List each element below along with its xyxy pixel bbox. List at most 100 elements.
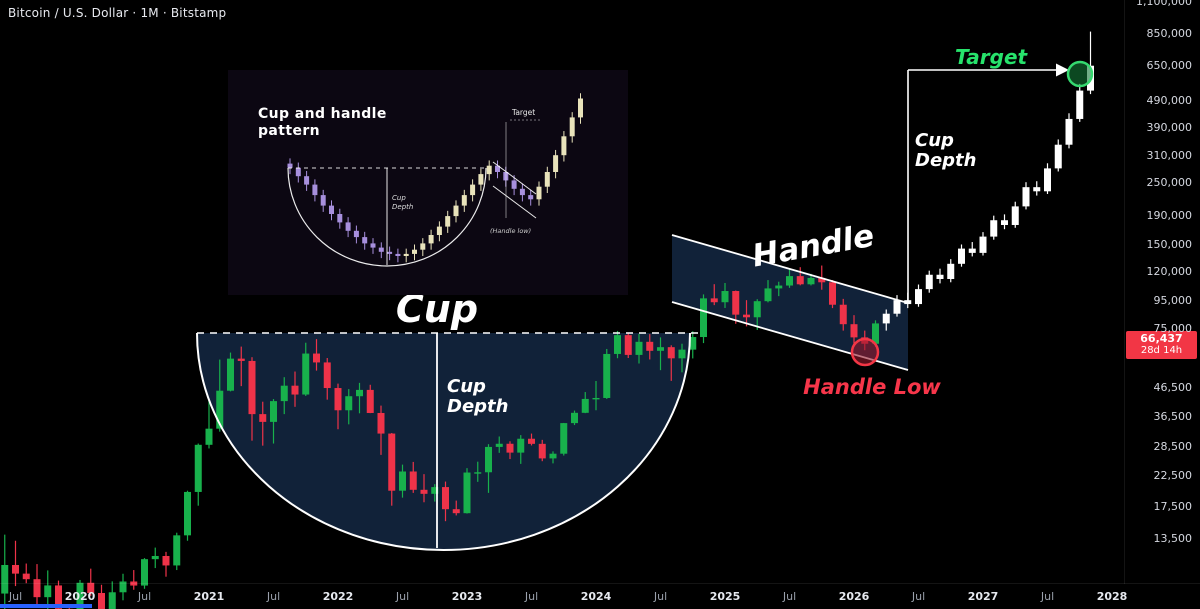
- candle: [635, 334, 643, 364]
- inset-target-label: Target: [511, 108, 535, 117]
- price-axis[interactable]: 66,437 28d 14h 1,100,000 850,000 650,000 49…: [1124, 0, 1200, 584]
- candle: [1, 534, 9, 609]
- inset-candle: [470, 179, 476, 202]
- candle: [775, 281, 783, 297]
- candle: [173, 532, 181, 571]
- time-tick: 2024: [580, 590, 612, 603]
- price-tick: 490,000: [1146, 93, 1193, 107]
- candle: [485, 444, 492, 493]
- candle: [1065, 113, 1073, 149]
- candle: [657, 337, 664, 371]
- last-price-value: 66,437: [1140, 331, 1183, 345]
- candle: [721, 283, 729, 308]
- candle: [1044, 163, 1051, 194]
- candle: [108, 581, 116, 609]
- inset-candle: [362, 231, 368, 250]
- candle: [313, 339, 320, 371]
- candle: [710, 284, 718, 306]
- cup-depth-label-1: Cup: [447, 376, 486, 397]
- candle: [506, 441, 514, 460]
- time-axis[interactable]: Jul 2020 Jul 2021 Jul 2022 Jul 2023 Jul 2024 Jul 20…: [0, 583, 1200, 609]
- candle: [528, 433, 535, 446]
- price-tick: 1,100,000: [1136, 0, 1192, 9]
- candle: [1054, 139, 1062, 172]
- handle-fill: [672, 235, 908, 370]
- inset-candle: [569, 112, 575, 143]
- candle: [829, 280, 836, 309]
- candle: [936, 268, 944, 284]
- candle: [958, 244, 965, 267]
- candle: [431, 484, 439, 502]
- candle: [495, 436, 503, 453]
- candle: [119, 573, 127, 601]
- inset-candle: [486, 160, 492, 181]
- price-tick: 190,000: [1146, 209, 1193, 223]
- candle: [549, 451, 557, 464]
- price-tick: 95,000: [1153, 293, 1193, 307]
- candle: [237, 346, 245, 387]
- target-label: Target: [955, 45, 1029, 69]
- handle-label: Handle: [750, 218, 877, 275]
- pattern-fills: [197, 235, 908, 550]
- drawing-overlays: Cup Cup Depth Handle Handle Low Target C…: [196, 45, 1094, 551]
- time-tick: Jul: [782, 590, 797, 603]
- candle: [259, 401, 267, 446]
- candle: [270, 399, 277, 444]
- candle: [151, 547, 159, 569]
- price-tick: 17,500: [1153, 499, 1193, 513]
- candle: [700, 294, 707, 344]
- candle: [1001, 214, 1008, 230]
- inset-handle-top-line: [492, 161, 537, 195]
- candle: [1087, 31, 1094, 95]
- inset-candle: [528, 189, 534, 206]
- inset-candle: [536, 181, 542, 206]
- candle: [334, 383, 342, 430]
- candle: [592, 380, 600, 411]
- candle: [786, 268, 793, 288]
- candle-countdown: 28d 14h: [1140, 344, 1183, 356]
- candle: [399, 464, 406, 498]
- target-arrowhead: [1056, 63, 1069, 77]
- inset-candle: [412, 244, 417, 261]
- price-tick: 28,500: [1153, 440, 1193, 454]
- inset-title-2: pattern: [258, 123, 320, 139]
- candle: [474, 461, 482, 482]
- candle: [764, 280, 772, 303]
- price-tick: 120,000: [1146, 265, 1193, 279]
- cup-and-handle-pattern-inset[interactable]: Cup and handle pattern Cup Depth (Handle…: [228, 70, 628, 295]
- candle: [98, 584, 105, 609]
- inset-cup-depth-label-2: Depth: [392, 203, 413, 211]
- inset-candle: [370, 238, 376, 254]
- candle: [12, 540, 19, 587]
- cup-depth-label-2: Depth: [447, 396, 508, 417]
- candle: [463, 468, 471, 514]
- candle: [893, 295, 901, 317]
- candle: [753, 299, 761, 330]
- symbol-title[interactable]: Bitcoin / U.S. Dollar · 1M · Bitstamp: [8, 6, 227, 20]
- price-tick: 75,000: [1153, 322, 1193, 336]
- candle: [560, 422, 568, 456]
- candle: [732, 290, 740, 324]
- candle: [925, 270, 933, 293]
- candle: [33, 564, 41, 607]
- inset-candle: [436, 221, 442, 242]
- candle: [517, 435, 525, 464]
- inset-cup-depth-label-1: Cup: [392, 194, 406, 202]
- inset-candle: [378, 242, 384, 259]
- inset-candle: [353, 225, 359, 244]
- time-tick: Jul: [266, 590, 281, 603]
- price-tick: 650,000: [1146, 59, 1193, 73]
- candles-layer: [1, 31, 1094, 609]
- inset-handle-bottom-line: [492, 185, 537, 219]
- candle: [130, 570, 138, 590]
- candle: [1076, 83, 1084, 122]
- candle: [882, 309, 890, 331]
- handle-top-line: [671, 234, 909, 304]
- handle-low-circle: [850, 337, 880, 367]
- candle: [55, 580, 62, 609]
- inset-candle: [345, 217, 351, 238]
- inset-candle: [395, 248, 401, 263]
- time-tick: 2023: [451, 590, 483, 603]
